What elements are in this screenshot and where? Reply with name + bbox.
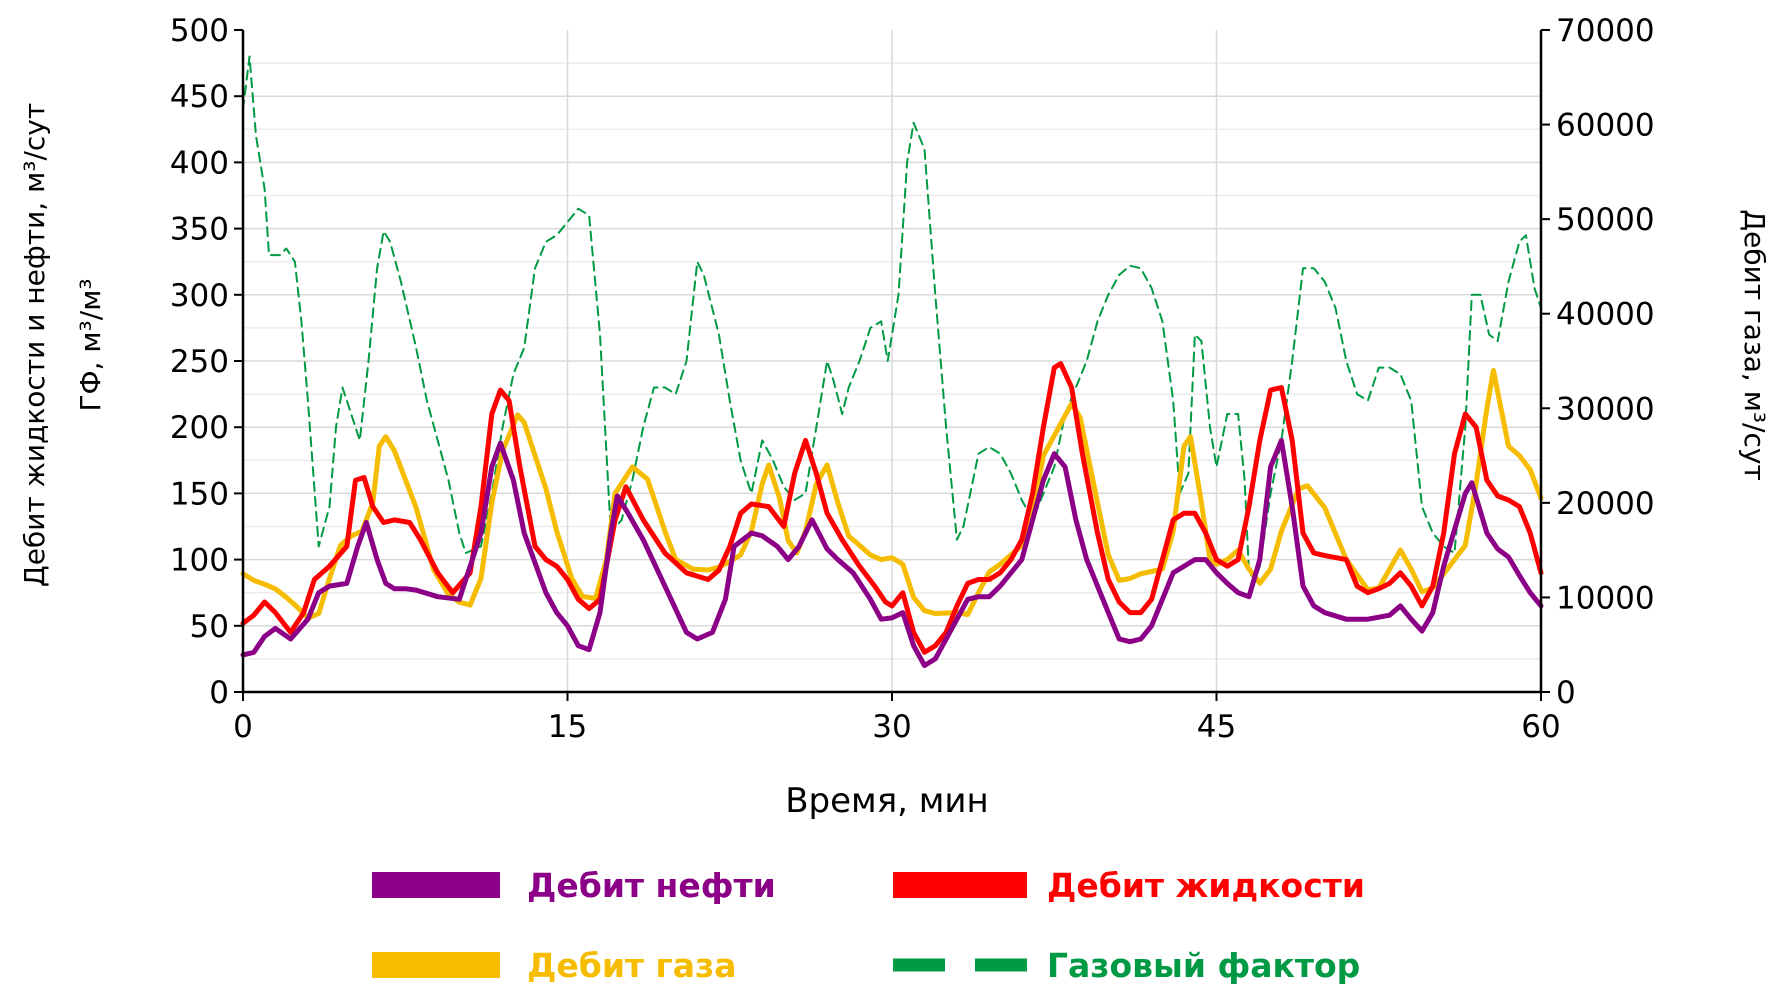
y-right-tick-label: 30000 [1556, 391, 1655, 427]
y-right-tick-label: 70000 [1556, 13, 1655, 49]
x-tick-label: 15 [548, 709, 587, 745]
y-left-tick-label: 200 [170, 410, 229, 446]
y-left-axis-title-1: Дебит жидкости и нефти, м³/сут [18, 103, 51, 587]
x-tick-label: 45 [1197, 709, 1236, 745]
x-tick-label: 0 [233, 709, 253, 745]
series-line-4 [242, 55, 1542, 581]
y-right-tick-label: 60000 [1556, 108, 1655, 144]
y-left-tick-label: 150 [170, 476, 229, 512]
legend-item-1: Дебит нефти [372, 866, 776, 905]
legend: Дебит нефти Дебит жидкости Дебит газа Газов… [372, 866, 1365, 985]
y-right-tick-label: 40000 [1556, 297, 1655, 333]
grid [243, 30, 1541, 692]
y-left-axis-title-2: ГФ, м³/м³ [74, 278, 107, 411]
series-line-1 [240, 437, 1544, 668]
y-right-tick-label: 10000 [1556, 580, 1655, 616]
y-left-tick-label: 50 [190, 609, 229, 645]
y-right-tick-label: 0 [1556, 675, 1576, 711]
y-right-tick-label: 20000 [1556, 486, 1655, 522]
y-left-tick-label: 500 [170, 13, 229, 49]
x-tick-label: 30 [872, 709, 911, 745]
y-left-tick-label: 300 [170, 278, 229, 314]
y-left-tick-label: 450 [170, 79, 229, 115]
y-left-tick-label: 250 [170, 344, 229, 380]
y-right-tick-label: 50000 [1556, 202, 1655, 238]
y-right-axis-title: Дебит газа, м³/сут [1738, 209, 1771, 481]
y-left-tick-label: 0 [209, 675, 229, 711]
axes: 0 15 30 45 600501001502002503003504004505000… [170, 13, 1655, 745]
legend-label: Дебит нефти [527, 866, 776, 905]
y-left-tick-label: 400 [170, 145, 229, 181]
x-tick-label: 60 [1521, 709, 1560, 745]
legend-label: Дебит газа [527, 946, 737, 985]
legend-label: Дебит жидкости [1047, 866, 1365, 905]
legend-label: Газовый фактор [1047, 946, 1360, 985]
series-layer [240, 55, 1544, 668]
y-left-tick-label: 100 [170, 543, 229, 579]
x-axis-title: Время, мин [785, 781, 989, 821]
series-line-3 [240, 368, 1544, 621]
legend-item-4: Газовый фактор [893, 946, 1360, 985]
legend-item-3: Дебит газа [372, 946, 737, 985]
legend-item-2: Дебит жидкости [893, 866, 1365, 905]
y-left-tick-label: 350 [170, 212, 229, 248]
